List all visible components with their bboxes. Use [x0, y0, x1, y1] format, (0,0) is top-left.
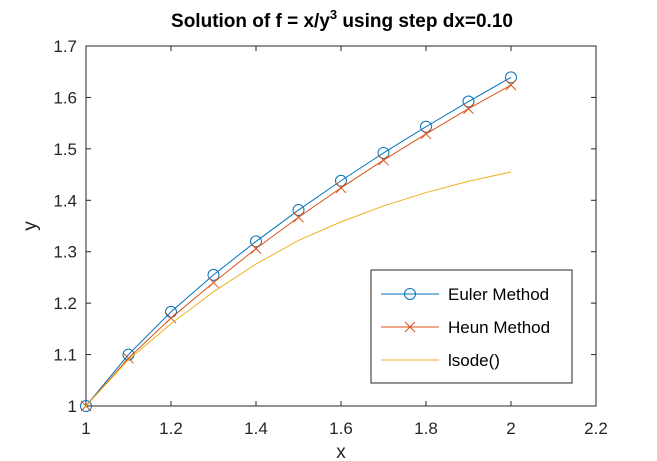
legend-label-heun-method: Heun Method	[448, 318, 550, 337]
x-tick-label: 1.6	[329, 419, 353, 438]
legend-item-euler-method: Euler Method	[381, 285, 549, 304]
data-point-euler-method	[505, 71, 517, 84]
legend-item-lsode: lsode()	[381, 351, 500, 370]
legend-label-euler-method: Euler Method	[448, 285, 549, 304]
data-point-euler-method	[80, 400, 92, 412]
legend-label-lsode: lsode()	[448, 351, 500, 370]
data-point-heun-method	[250, 243, 262, 254]
series-line-lsode	[85, 171, 512, 407]
data-point-heun-method	[420, 128, 432, 140]
chart-title: Solution of f = x/y3 using step dx=0.10	[171, 7, 513, 32]
y-axis-label: y	[20, 221, 41, 231]
data-point-euler-method	[462, 95, 475, 108]
data-point-heun-method-stroke-b	[208, 277, 219, 288]
data-point-euler-method	[420, 120, 432, 133]
data-point-euler-method	[250, 235, 262, 248]
data-point-heun-method	[123, 352, 134, 364]
data-point-heun-method-stroke-b	[123, 352, 134, 364]
data-point-euler-method	[335, 174, 347, 187]
axis-ticks	[85, 45, 597, 407]
data-point-heun-method	[378, 154, 389, 166]
x-tick-label: 1.4	[244, 419, 268, 438]
y-tick-label: 1.4	[53, 191, 77, 210]
data-point-heun-method-stroke-b	[250, 243, 262, 254]
series-layer	[80, 71, 517, 412]
x-tick-label: 2.2	[584, 419, 608, 438]
data-point-euler-method	[207, 268, 220, 281]
y-tick-label: 1.2	[53, 294, 77, 313]
legend-item-heun-method: Heun Method	[381, 318, 550, 337]
legend-items: Euler Method Heun Method lsode()	[381, 285, 550, 370]
data-point-heun-method-stroke-b	[505, 79, 517, 91]
legend: Euler Method Heun Method lsode()	[370, 269, 573, 384]
data-point-heun-method	[335, 182, 347, 194]
x-tick-label: 1.8	[414, 419, 438, 438]
data-point-euler-method	[292, 204, 305, 217]
y-tick-label: 1.5	[53, 140, 77, 159]
data-point-heun-method-stroke-b	[420, 128, 432, 140]
x-axis-label: x	[336, 442, 346, 461]
data-point-heun-method	[505, 79, 517, 91]
data-point-heun-method-stroke-b	[165, 312, 177, 324]
data-point-heun-method	[208, 277, 219, 288]
data-point-heun-method-stroke-b	[293, 211, 304, 223]
y-tick-label: 1	[68, 397, 77, 416]
legend-marker-heun-method-stroke-b	[404, 321, 416, 333]
axis-tick-labels: 1 1.2 1.4 1.6 1.8 2 2.2 1 1.1 1.2 1.3 1.4 1.5 1.6 1.7	[53, 37, 607, 438]
data-point-heun-method-stroke-b	[378, 154, 389, 166]
y-tick-label: 1.7	[53, 37, 77, 56]
y-tick-label: 1.3	[53, 243, 77, 262]
legend-marker-euler-method	[404, 288, 416, 300]
y-tick-label: 1.1	[53, 346, 77, 365]
legend-marker-heun-method	[404, 321, 416, 333]
series-line-euler-method	[85, 76, 512, 407]
chart-title-main: Solution of f = x/y	[171, 11, 330, 32]
data-point-heun-method-stroke-b	[463, 103, 474, 115]
chart-title-superscript: 3	[330, 7, 337, 22]
data-point-euler-method	[377, 146, 390, 159]
y-tick-label: 1.6	[53, 88, 77, 107]
data-point-heun-method	[463, 103, 474, 115]
x-tick-label: 1	[81, 419, 90, 438]
data-point-heun-method	[293, 211, 304, 223]
x-tick-label: 2	[506, 419, 515, 438]
data-point-heun-method-stroke-b	[335, 182, 347, 194]
chart-title-suffix: using step dx=0.10	[337, 11, 513, 32]
x-tick-label: 1.2	[159, 419, 183, 438]
